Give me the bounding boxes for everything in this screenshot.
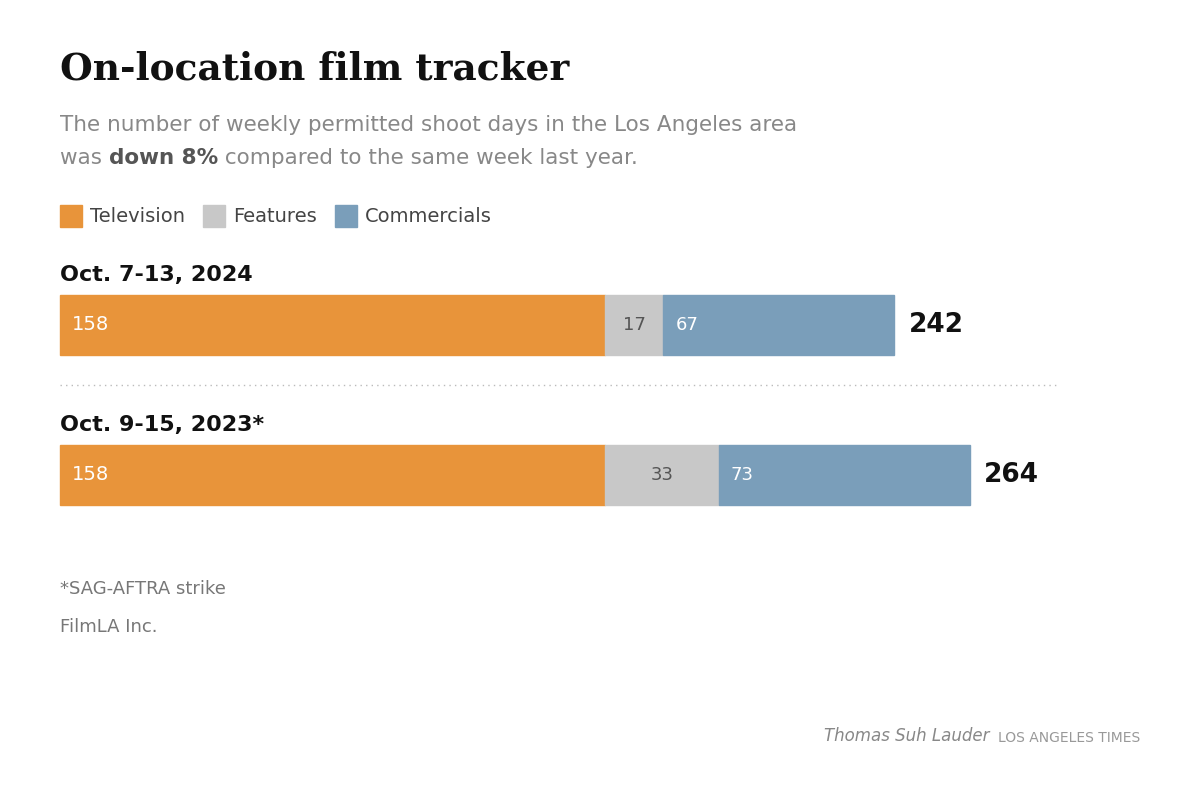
- Text: Thomas Suh Lauder: Thomas Suh Lauder: [824, 727, 990, 745]
- Text: *SAG-AFTRA strike: *SAG-AFTRA strike: [60, 580, 226, 598]
- Bar: [605, 445, 719, 505]
- Bar: [60, 295, 605, 355]
- Text: 17: 17: [623, 316, 646, 334]
- Bar: [335, 205, 356, 227]
- Text: Features: Features: [233, 207, 317, 226]
- Text: compared to the same week last year.: compared to the same week last year.: [218, 148, 638, 168]
- Text: Oct. 7-13, 2024: Oct. 7-13, 2024: [60, 265, 253, 285]
- Text: 242: 242: [908, 312, 964, 338]
- Text: LOS ANGELES TIMES: LOS ANGELES TIMES: [997, 731, 1140, 745]
- Text: 73: 73: [731, 466, 754, 484]
- Text: was: was: [60, 148, 109, 168]
- Text: Television: Television: [90, 207, 185, 226]
- Text: 264: 264: [984, 462, 1039, 488]
- Text: Commercials: Commercials: [365, 207, 492, 226]
- Bar: [203, 205, 226, 227]
- Bar: [664, 295, 894, 355]
- Text: 33: 33: [650, 466, 673, 484]
- Text: down 8%: down 8%: [109, 148, 218, 168]
- Text: 158: 158: [72, 315, 109, 335]
- Text: 158: 158: [72, 465, 109, 484]
- Bar: [60, 445, 605, 505]
- Text: 67: 67: [676, 316, 698, 334]
- Text: FilmLA Inc.: FilmLA Inc.: [60, 618, 157, 636]
- Bar: [719, 445, 971, 505]
- Bar: [60, 205, 82, 227]
- Text: Oct. 9-15, 2023*: Oct. 9-15, 2023*: [60, 415, 264, 435]
- Text: The number of weekly permitted shoot days in the Los Angeles area: The number of weekly permitted shoot day…: [60, 115, 797, 135]
- Bar: [605, 295, 664, 355]
- Text: On-location film tracker: On-location film tracker: [60, 50, 569, 87]
